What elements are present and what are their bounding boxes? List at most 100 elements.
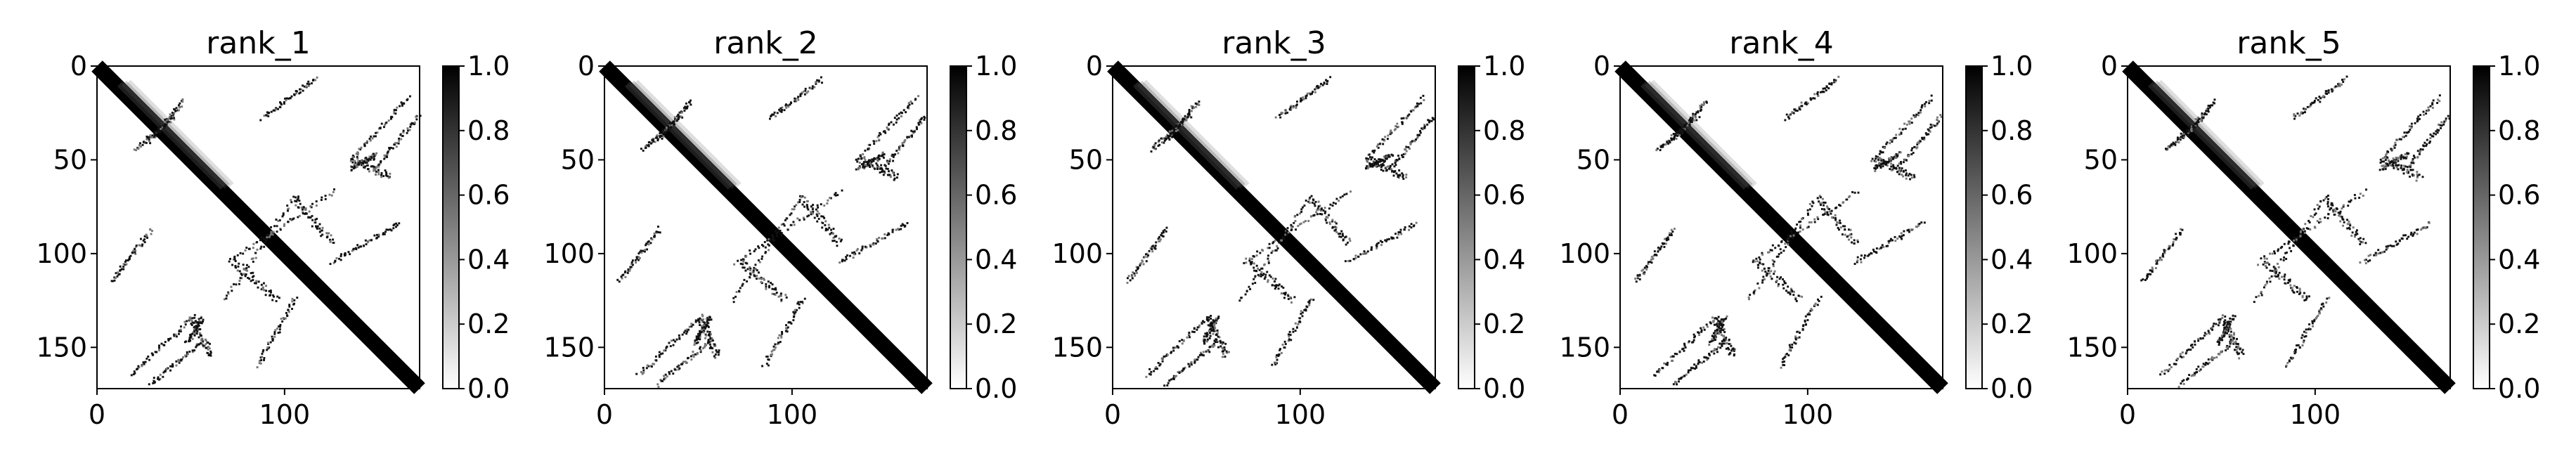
contact-cell [2293,350,2296,353]
contact-cell [2418,117,2421,120]
contact-cell [276,327,278,330]
contact-cell [1256,250,1259,253]
contact-cell [1418,134,1420,136]
contact-cell [855,249,858,252]
contact-cell [1379,158,1382,161]
y-tick-label: 150 [1051,332,1103,363]
contact-cell [1806,209,1809,212]
colorbar-tick-label: 0.6 [1483,180,1525,211]
contact-cell [1839,226,1842,229]
contact-cell [708,347,711,349]
contact-cell [198,343,200,346]
contact-cell [634,259,637,261]
contact-cell [1772,263,1775,266]
contact-cell [2232,337,2235,340]
contact-cell [165,368,168,370]
contact-cell [299,202,302,205]
contact-cell [1900,131,1903,134]
contact-cell [200,335,202,337]
contact-cell [1894,235,1896,238]
contact-cell [242,264,245,266]
contact-cell [160,127,162,130]
contact-cell [301,208,304,211]
contact-cell [120,268,123,271]
contact-cell [1302,96,1305,99]
contact-cell [1126,277,1129,280]
contact-cell [318,230,321,233]
contact-cell [2440,126,2442,129]
contact-cell [393,110,396,112]
contact-cell [2198,117,2201,120]
contact-cell [1819,202,1822,204]
contact-cell [1370,164,1373,167]
contact-cell [1674,132,1677,135]
contact-cell [1281,236,1284,239]
contact-cell [1311,92,1314,95]
contact-cell [877,159,880,162]
contact-cell [365,162,368,164]
contact-cell [1877,158,1879,161]
contact-cell [2277,266,2280,268]
contact-cell [2410,122,2413,125]
contact-cell [881,155,884,157]
contact-cell [802,216,805,219]
contact-cell [2218,353,2221,356]
contact-cell [1860,261,1863,264]
contact-cell [1151,248,1153,250]
contact-cell [656,139,659,142]
contact-cell [1798,221,1801,223]
contact-cell [659,231,661,234]
y-tick-label: 50 [1577,144,1610,175]
contact-cell [1283,346,1286,349]
contact-cell [2293,285,2296,287]
contact-cell [1308,304,1311,306]
contact-cell [1903,122,1906,125]
contact-cell [713,343,715,346]
contact-cell [912,130,914,133]
contact-cell [1787,291,1790,294]
contact-cell [1714,338,1716,341]
y-tick-label: 0 [70,51,87,82]
contact-cell [2416,150,2419,152]
heatmap-cells [1614,60,1948,394]
contact-cell [2338,85,2341,88]
contact-cell [1917,142,1920,145]
contact-cell [2260,294,2263,297]
contact-cell [1905,159,1908,162]
contact-cell [122,263,125,266]
contact-cell [1798,105,1801,108]
contact-cell [1154,142,1157,145]
contact-cell [1842,201,1845,204]
contact-cell [1399,174,1402,176]
contact-cell [638,257,641,259]
contact-cell [812,212,814,215]
contact-cell [631,264,634,266]
contact-cell [1842,233,1844,236]
contact-cell [707,341,710,344]
contact-cell [2164,148,2167,150]
contact-cell [714,356,717,359]
contact-cell [1765,274,1768,277]
contact-cell [2273,275,2276,278]
contact-cell [1262,274,1264,277]
contact-cell [1839,219,1842,222]
contact-cell [2386,164,2389,167]
contact-cell [1834,217,1837,220]
contact-cell [829,233,831,235]
contact-cell [349,160,352,162]
contact-cell [1141,260,1144,263]
contact-cell [1395,159,1398,161]
contact-cell [1868,253,1870,256]
contact-cell [360,160,363,162]
contact-cell [815,81,817,84]
contact-cell [1212,319,1215,322]
contact-cell [158,349,161,351]
contact-cell [704,344,706,347]
contact-cell [1393,165,1396,168]
contact-cell [1384,136,1387,138]
contact-cell [1428,119,1430,122]
contact-cell [1678,377,1681,380]
contact-cell [1205,318,1208,321]
contact-cell [2432,99,2435,102]
contact-cell [878,236,880,239]
